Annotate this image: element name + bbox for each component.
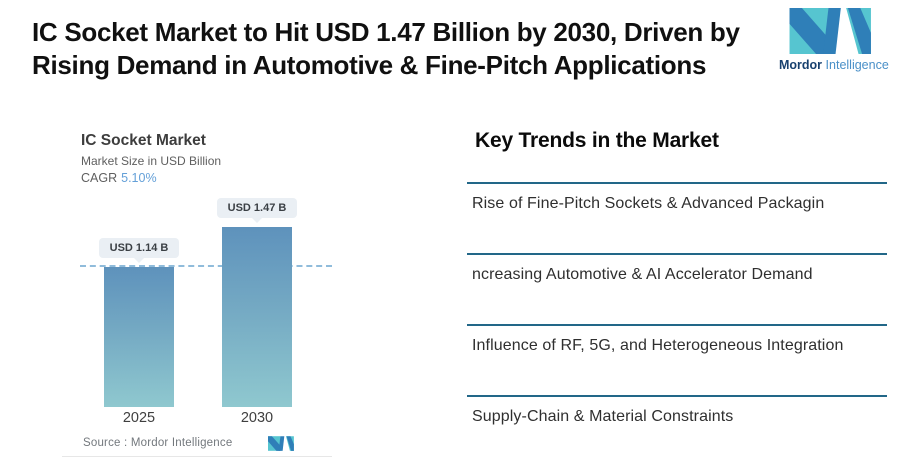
- key-trends-panel: Key Trends in the Market Rise of Fine-Pi…: [467, 128, 887, 466]
- trend-label: ncreasing Automotive & AI Accelerator De…: [472, 266, 813, 283]
- source-label: Source : Mordor Intelligence: [83, 437, 233, 449]
- card-bottom-divider: [62, 456, 332, 457]
- chart-card: IC Socket Market Market Size in USD Bill…: [60, 120, 420, 462]
- page-title: IC Socket Market to Hit USD 1.47 Billion…: [32, 16, 740, 82]
- trend-row: Rise of Fine-Pitch Sockets & Advanced Pa…: [467, 182, 887, 253]
- trends-heading: Key Trends in the Market: [475, 129, 719, 152]
- page-title-line-1: IC Socket Market to Hit USD 1.47 Billion…: [32, 17, 740, 47]
- chart-title: IC Socket Market: [81, 132, 206, 149]
- cagr-value: 5.10%: [121, 171, 157, 185]
- x-axis-label-2030: 2030: [240, 410, 274, 426]
- trend-row: Influence of RF, 5G, and Heterogeneous I…: [467, 324, 887, 395]
- brand-logo: Mordor Intelligence: [779, 8, 889, 72]
- trend-label: Rise of Fine-Pitch Sockets & Advanced Pa…: [472, 195, 825, 212]
- bar-column-2030: USD 1.47 B: [216, 167, 298, 407]
- brand-word-primary: Mordor: [779, 58, 823, 72]
- source-logo-icon: [268, 436, 294, 451]
- value-callout-2030: USD 1.47 B: [216, 198, 298, 223]
- trend-label: Supply-Chain & Material Constraints: [472, 408, 734, 425]
- brand-word-secondary: Intelligence: [825, 58, 889, 72]
- cagr-row: CAGR 5.10%: [81, 171, 157, 185]
- dashed-reference-line: [80, 265, 332, 267]
- bar-2025: [104, 267, 174, 407]
- bar-column-2025: USD 1.14 B: [98, 167, 180, 407]
- mordor-logo-mark-icon: [789, 8, 871, 54]
- bar-2030: [222, 227, 292, 407]
- page-title-line-2: Rising Demand in Automotive & Fine-Pitch…: [32, 50, 707, 80]
- trend-row: ncreasing Automotive & AI Accelerator De…: [467, 253, 887, 324]
- value-callout-2025: USD 1.14 B: [98, 238, 180, 263]
- x-axis-label-2025: 2025: [122, 410, 156, 426]
- trend-label: Influence of RF, 5G, and Heterogeneous I…: [472, 337, 844, 354]
- bar-chart-plot: USD 1.14 B USD 1.47 B: [80, 198, 332, 407]
- cagr-label: CAGR: [81, 171, 118, 185]
- trend-row: Supply-Chain & Material Constraints: [467, 395, 887, 466]
- brand-wordmark: Mordor Intelligence: [779, 58, 889, 72]
- chart-subtitle: Market Size in USD Billion: [81, 154, 222, 168]
